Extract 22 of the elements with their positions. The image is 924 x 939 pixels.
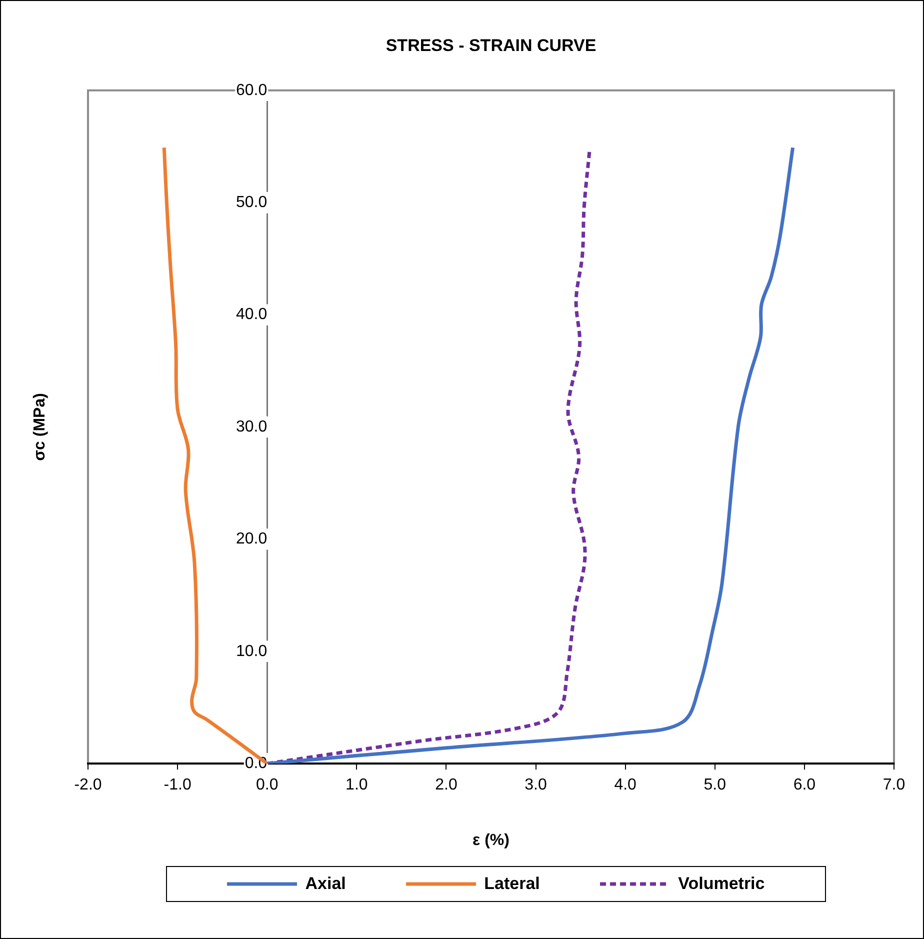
x-tick-label: 7.0 — [882, 776, 906, 794]
legend-label: Lateral — [484, 874, 540, 894]
chart-title: STRESS - STRAIN CURVE — [386, 36, 596, 55]
y-tick-label: 60.0 — [236, 82, 268, 99]
legend-label: Volumetric — [678, 874, 765, 894]
y-tick-label: 50.0 — [236, 194, 268, 212]
y-tick-label: 20.0 — [236, 530, 268, 548]
x-tick-label: -1.0 — [164, 776, 192, 794]
x-tick-label: 0.0 — [256, 776, 278, 794]
x-tick-label: 4.0 — [614, 776, 637, 794]
y-axis-title: σc (MPa) — [31, 393, 48, 461]
legend-label: Axial — [305, 874, 346, 894]
x-tick-label: 6.0 — [793, 776, 816, 794]
x-tick-label: 2.0 — [435, 776, 458, 794]
x-tick-label: 3.0 — [524, 776, 547, 794]
y-tick-label: 10.0 — [236, 642, 268, 660]
y-tick-label: 40.0 — [236, 306, 268, 324]
x-tick-label: -2.0 — [74, 776, 102, 794]
x-tick-label: 5.0 — [704, 776, 726, 794]
x-tick-label: 1.0 — [346, 776, 368, 794]
x-axis-title: ε (%) — [472, 832, 510, 849]
y-tick-label: 30.0 — [236, 418, 268, 436]
